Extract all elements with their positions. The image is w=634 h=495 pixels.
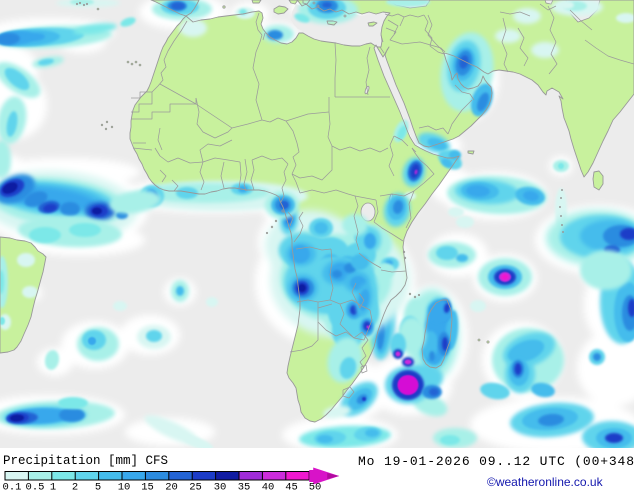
svg-text:15: 15 [141, 482, 154, 491]
svg-text:50: 50 [309, 482, 322, 491]
svg-text:10: 10 [118, 482, 131, 491]
svg-text:©weatheronline.co.uk: ©weatheronline.co.uk [487, 475, 604, 489]
svg-text:5: 5 [95, 482, 101, 491]
svg-text:40: 40 [262, 482, 275, 491]
svg-text:30: 30 [214, 482, 227, 491]
svg-text:1: 1 [50, 482, 56, 491]
svg-text:2: 2 [72, 482, 78, 491]
svg-text:25: 25 [189, 482, 202, 491]
svg-text:Mo 19-01-2026 09..12 UTC (00+3: Mo 19-01-2026 09..12 UTC (00+348 [358, 454, 634, 469]
svg-text:Precipitation [mm] CFS: Precipitation [mm] CFS [3, 454, 168, 468]
svg-text:35: 35 [238, 482, 251, 491]
svg-text:0.1: 0.1 [3, 482, 22, 491]
svg-text:20: 20 [165, 482, 178, 491]
svg-text:45: 45 [285, 482, 298, 491]
svg-text:0.5: 0.5 [26, 482, 45, 491]
